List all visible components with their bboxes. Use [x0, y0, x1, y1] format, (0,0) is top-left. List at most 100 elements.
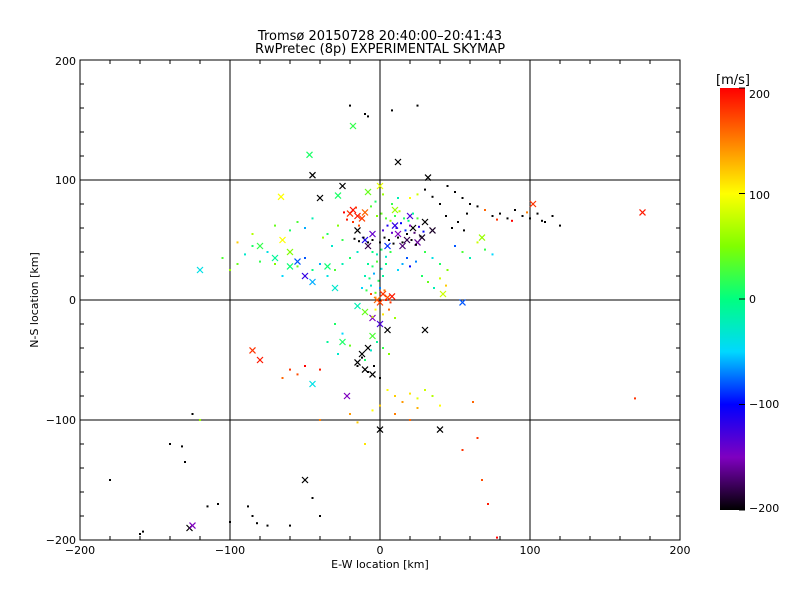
cross-marker	[421, 326, 429, 334]
y-tick-label: −100	[46, 414, 76, 427]
dot-marker	[374, 308, 377, 311]
cross-marker-stroke	[394, 158, 402, 166]
grid-lines	[80, 60, 680, 540]
dot-marker	[326, 233, 329, 235]
dot-marker	[391, 109, 393, 112]
cross-marker	[256, 356, 264, 364]
cross-marker	[343, 392, 351, 400]
cross-marker-stroke	[421, 218, 429, 226]
dot-marker	[415, 243, 417, 246]
dot-marker	[266, 251, 269, 253]
dot-marker	[407, 219, 410, 222]
dot-marker	[397, 197, 399, 199]
dot-marker	[427, 281, 429, 283]
dot-marker	[374, 291, 377, 294]
dot-marker	[304, 365, 306, 367]
dot-marker	[370, 293, 372, 295]
dot-marker	[371, 409, 374, 412]
dot-marker	[491, 215, 494, 217]
dot-marker	[311, 497, 314, 499]
dot-marker	[536, 212, 539, 215]
dot-marker	[446, 269, 449, 271]
dot-marker	[199, 419, 201, 421]
dot-marker	[109, 479, 111, 481]
dot-marker	[559, 224, 561, 227]
dot-marker	[319, 368, 321, 371]
dot-marker	[371, 315, 374, 318]
dot-marker	[446, 185, 449, 187]
dot-marker	[304, 227, 306, 229]
dot-marker	[289, 229, 291, 232]
cross-marker-stroke	[309, 380, 316, 388]
dot-marker	[416, 193, 419, 196]
dot-marker	[389, 251, 392, 253]
dot-marker	[388, 239, 390, 241]
dot-marker	[424, 188, 426, 191]
cross-marker	[306, 151, 313, 159]
dot-marker	[281, 377, 284, 379]
cross-marker-stroke	[364, 188, 372, 196]
y-axis-label: N-S location [km]	[28, 252, 41, 348]
dot-marker	[362, 236, 365, 239]
dot-marker	[355, 206, 357, 209]
x-tick-label: −200	[65, 544, 95, 557]
cross-marker-stroke	[364, 242, 372, 250]
dot-marker	[358, 240, 360, 243]
dot-marker	[356, 251, 359, 253]
dot-marker	[382, 347, 384, 349]
cross-marker-stroke	[376, 182, 384, 190]
dot-marker	[367, 241, 369, 244]
dot-marker	[424, 389, 426, 391]
dot-marker	[251, 515, 254, 517]
dot-marker	[374, 200, 377, 203]
dot-marker	[476, 241, 479, 244]
dot-marker	[389, 219, 392, 222]
dot-marker	[454, 191, 456, 193]
dot-marker	[311, 269, 314, 271]
dot-marker	[304, 257, 306, 259]
cross-marker-stroke	[384, 242, 391, 250]
cross-marker	[376, 320, 384, 328]
dot-marker	[364, 443, 366, 445]
dot-marker	[331, 245, 333, 247]
dot-marker	[433, 287, 435, 289]
dot-marker	[397, 236, 399, 239]
colorbar-tick-label: 0	[749, 293, 756, 306]
dot-marker	[413, 231, 416, 234]
cross-marker	[459, 298, 466, 306]
dot-marker	[251, 233, 254, 235]
cross-marker	[349, 122, 357, 130]
dot-marker	[296, 265, 299, 268]
dot-marker	[439, 404, 441, 407]
dot-marker	[395, 227, 398, 229]
cross-marker-stroke	[639, 208, 646, 216]
dot-marker	[383, 236, 386, 239]
dot-marker	[403, 217, 405, 220]
chart-title: Tromsø 20150728 20:40:00–20:41:43	[257, 29, 502, 44]
cross-marker-stroke	[286, 262, 294, 270]
cross-marker	[364, 188, 372, 196]
cross-marker-stroke	[364, 344, 372, 352]
dot-marker	[404, 229, 407, 232]
cross-marker	[354, 226, 361, 234]
dot-marker	[406, 233, 408, 235]
cross-marker	[403, 236, 411, 244]
dot-marker	[326, 341, 329, 343]
dot-marker	[217, 503, 219, 505]
dot-marker	[451, 227, 453, 229]
dot-marker	[386, 389, 389, 391]
cross-marker-stroke	[384, 326, 391, 334]
dot-marker	[385, 255, 387, 258]
dot-marker	[484, 248, 486, 251]
cross-marker	[439, 290, 447, 298]
dot-marker	[491, 253, 494, 256]
dot-marker	[394, 317, 396, 319]
dot-marker	[422, 230, 425, 233]
dot-marker	[394, 395, 396, 397]
x-tick-label: −100	[215, 544, 245, 557]
cross-marker	[334, 192, 342, 200]
cross-marker-stroke	[421, 326, 429, 334]
dot-marker	[358, 224, 360, 227]
dot-marker	[385, 299, 387, 301]
cross-marker-stroke	[376, 320, 384, 328]
